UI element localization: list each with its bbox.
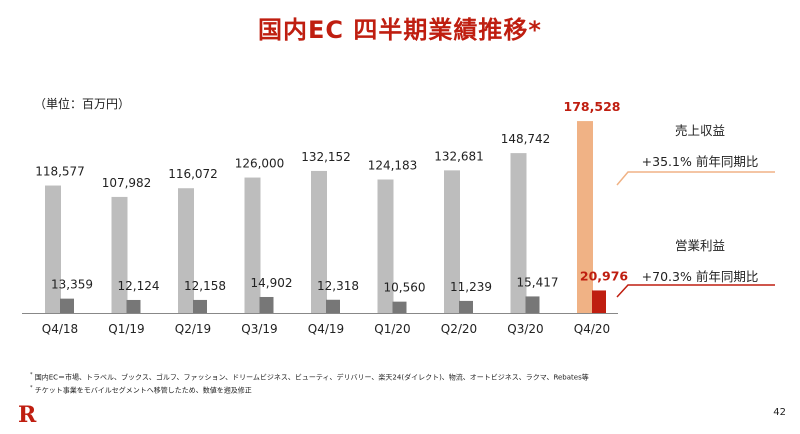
category-label: Q2/20 [441,322,477,336]
profit-bar [525,296,540,313]
profit-value-label: 15,417 [517,275,559,289]
profit-value-label: 10,560 [384,281,426,295]
footnote-2: * チケット事業をモバイルセグメントへ移管したため、数値を遡及修正 [30,383,589,396]
revenue-value-label: 116,072 [168,167,218,181]
revenue-bar [45,185,61,313]
category-label: Q1/19 [108,322,144,336]
profit-value-label: 12,318 [317,279,359,293]
category-label: Q4/19 [308,322,344,336]
profit-bar [193,299,207,313]
revenue-bar [510,153,527,313]
revenue-annotation-growth: +35.1% 前年同期比 [641,154,759,169]
profit-bracket-line [616,284,775,298]
profit-bar [126,299,141,313]
profit-annotation-title: 営業利益 [674,238,725,253]
footnote-mark: * [30,372,33,378]
revenue-bar [244,177,261,313]
revenue-value-label: 132,152 [301,150,351,164]
revenue-value-label: 118,577 [35,165,85,179]
profit-value-label: 12,124 [118,279,160,293]
category-label: Q2/19 [175,322,211,336]
profit-value-label: 11,239 [450,280,492,294]
unit-label: （単位：百万円） [34,97,131,111]
revenue-annotation: 売上収益 +35.1% 前年同期比 [640,120,760,170]
revenue-bar [444,170,460,313]
revenue-bar [577,121,593,313]
category-label: Q3/19 [241,322,277,336]
profit-annotation-growth: +70.3% 前年同期比 [641,269,759,284]
page-title: 国内EC 四半期業績推移* [258,16,542,44]
footnotes: * 国内EC＝市場、トラベル、ブックス、ゴルフ、ファッション、ドリームビジネス、… [30,370,589,397]
category-label: Q4/20 [574,322,610,336]
profit-value-label: 20,976 [580,268,629,283]
revenue-bar [178,188,194,313]
category-label: Q1/20 [374,322,410,336]
profit-bar [459,300,473,313]
footnote-1: * 国内EC＝市場、トラベル、ブックス、ゴルフ、ファッション、ドリームビジネス、… [30,370,589,383]
profit-value-label: 14,902 [251,276,293,290]
revenue-bracket-line [616,171,775,186]
bar-chart: 118,577 13,359 Q4/18 107,982 12,124 Q1/19 116,… [22,99,775,336]
revenue-annotation-title: 売上収益 [674,123,725,138]
page-number: 42 [773,407,786,418]
revenue-bar [377,179,394,313]
category-label: Q3/20 [507,322,543,336]
revenue-bar [111,196,128,313]
revenue-value-label: 126,000 [235,157,285,171]
footnote-mark: * [30,385,33,392]
profit-bar [592,290,606,313]
profit-value-label: 12,158 [184,279,226,293]
profit-bar [326,299,340,313]
revenue-value-label: 132,681 [434,149,484,163]
profit-value-label: 13,359 [51,278,93,292]
revenue-value-label: 124,183 [368,159,418,173]
revenue-value-label: 178,528 [564,99,621,114]
revenue-bar [311,170,327,313]
profit-annotation: 営業利益 +70.3% 前年同期比 [640,235,760,285]
profit-bar [392,301,407,313]
footnote-text: チケット事業をモバイルセグメントへ移管したため、数値を遡及修正 [34,386,252,395]
footnote-text: 国内EC＝市場、トラベル、ブックス、ゴルフ、ファッション、ドリームビジネス、ビュ… [34,373,589,382]
rakuten-logo: R [18,402,37,428]
revenue-value-label: 107,982 [102,176,152,190]
revenue-value-label: 148,742 [501,132,551,146]
profit-bar [259,296,274,313]
category-label: Q4/18 [42,322,78,336]
profit-bar [60,298,74,313]
